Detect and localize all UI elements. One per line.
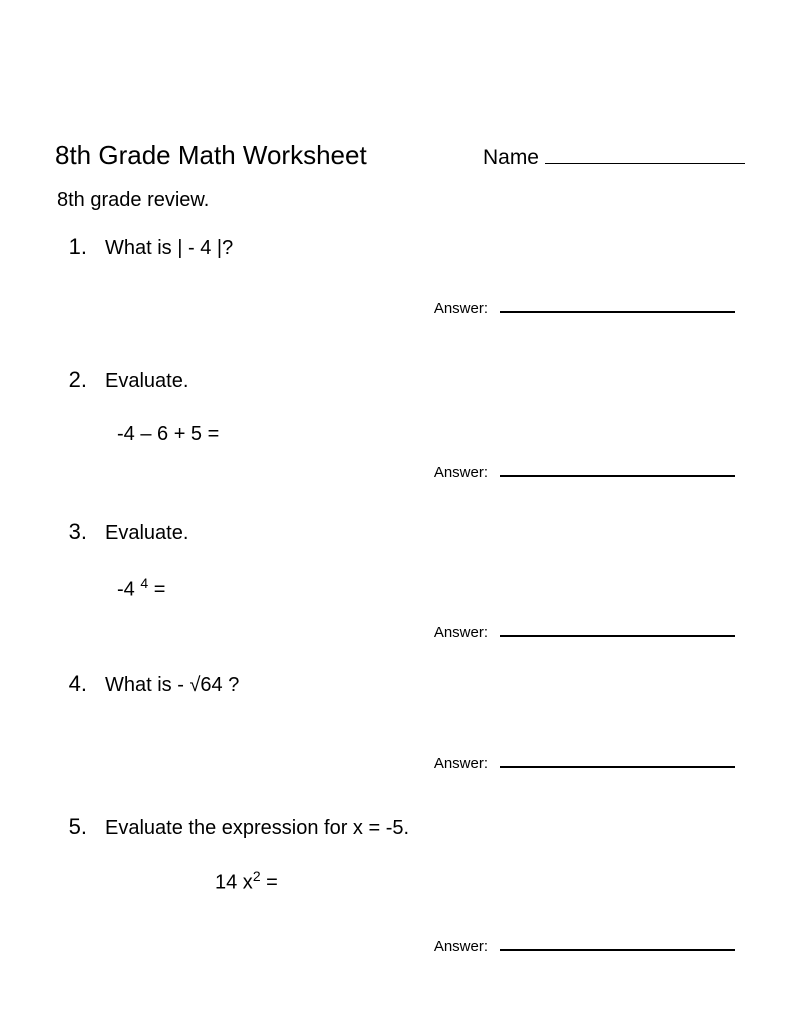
problem-question: What is | - 4 |? (105, 237, 233, 260)
answer-row: Answer: (55, 464, 745, 481)
problem-question: Evaluate. (105, 522, 188, 545)
problem-number: 3. (55, 519, 105, 545)
problem-expression: 14 x2 = (215, 868, 745, 895)
answer-blank-line[interactable] (500, 627, 735, 637)
answer-row: Answer: (55, 300, 745, 317)
problem-number: 1. (55, 234, 105, 260)
header: 8th Grade Math Worksheet Name (55, 140, 745, 171)
problem-number: 5. (55, 814, 105, 840)
worksheet-title: 8th Grade Math Worksheet (55, 140, 367, 171)
answer-blank-line[interactable] (500, 303, 735, 313)
problem-number: 4. (55, 671, 105, 697)
name-label: Name (483, 146, 539, 170)
problem-question: Evaluate. (105, 370, 188, 393)
problem-number: 2. (55, 367, 105, 393)
answer-label: Answer: (434, 464, 488, 481)
problem-4: 4. What is - √64 ? Answer: (55, 671, 745, 772)
answer-blank-line[interactable] (500, 467, 735, 477)
answer-row: Answer: (55, 938, 745, 955)
problem-expression: -4 – 6 + 5 = (117, 423, 745, 446)
name-blank-line[interactable] (545, 143, 745, 164)
problem-2: 2. Evaluate. -4 – 6 + 5 = Answer: (55, 367, 745, 481)
answer-row: Answer: (55, 755, 745, 772)
answer-label: Answer: (434, 300, 488, 317)
answer-label: Answer: (434, 624, 488, 641)
answer-label: Answer: (434, 755, 488, 772)
problem-expression: -4 4 = (117, 575, 745, 602)
problem-3: 3. Evaluate. -4 4 = Answer: (55, 519, 745, 641)
problem-5: 5. Evaluate the expression for x = -5. 1… (55, 814, 745, 956)
problem-question: What is - √64 ? (105, 674, 239, 697)
problem-question: Evaluate the expression for x = -5. (105, 817, 409, 840)
problem-1: 1. What is | - 4 |? Answer: (55, 234, 745, 317)
answer-blank-line[interactable] (500, 758, 735, 768)
worksheet-subtitle: 8th grade review. (57, 189, 745, 212)
answer-row: Answer: (55, 624, 745, 641)
answer-blank-line[interactable] (500, 942, 735, 952)
answer-label: Answer: (434, 938, 488, 955)
name-field: Name (483, 143, 745, 170)
